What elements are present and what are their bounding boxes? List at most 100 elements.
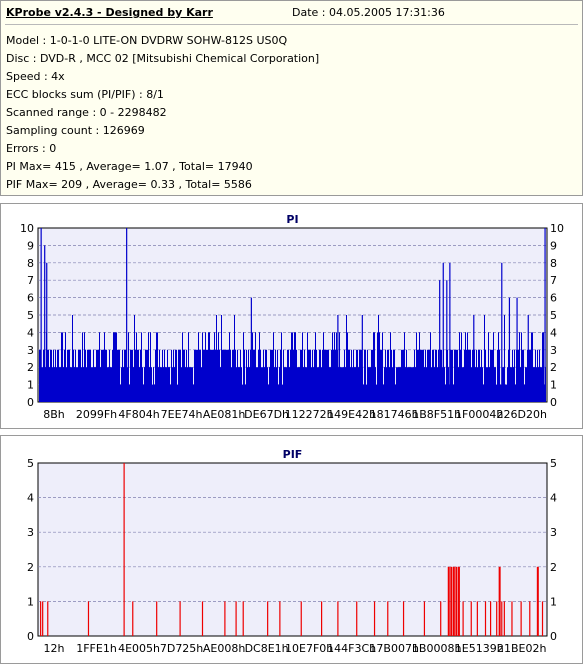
- pi-bar: [238, 367, 239, 402]
- pi-bar: [138, 349, 139, 402]
- pi-bar: [504, 315, 505, 402]
- pif-bar: [337, 601, 339, 636]
- pi-bar: [225, 349, 226, 402]
- pi-bar: [368, 367, 369, 402]
- pi-bar: [288, 349, 289, 402]
- pi-bar: [460, 349, 461, 402]
- pi-bar: [336, 332, 337, 402]
- pi-bar: [321, 367, 322, 402]
- pi-bar: [377, 332, 378, 402]
- pi-bar: [520, 367, 521, 402]
- pi-bar: [172, 367, 173, 402]
- pi-bar: [273, 332, 274, 402]
- pi-bar: [328, 349, 329, 402]
- pi-bar: [184, 349, 185, 402]
- pi-bar: [447, 349, 448, 402]
- pif-bar: [457, 566, 460, 636]
- y-tick-label-right: 3: [550, 526, 557, 539]
- pi-bar: [221, 315, 222, 402]
- header-divider: [5, 24, 578, 25]
- pi-bar: [521, 332, 522, 402]
- pi-bar: [150, 332, 151, 402]
- x-tick-label: 1B0008h: [412, 642, 462, 655]
- pi-bar: [261, 367, 262, 402]
- pi-bar: [352, 367, 353, 402]
- pi-bar: [107, 367, 108, 402]
- pi-bar: [424, 367, 425, 402]
- pi-bar: [451, 349, 452, 402]
- pi-bar: [250, 349, 251, 402]
- pi-bar: [235, 349, 236, 402]
- pi-bar: [76, 367, 77, 402]
- pi-bar: [165, 367, 166, 402]
- pi-bar: [75, 349, 76, 402]
- pi-bar: [167, 349, 168, 402]
- pi-bar: [278, 384, 279, 402]
- pi-bar: [297, 367, 298, 402]
- pi-bar: [140, 349, 141, 402]
- pif-series: [40, 463, 544, 636]
- y-tick-label-right: 2: [550, 561, 557, 574]
- pi-bar: [511, 367, 512, 402]
- pi-bar: [502, 367, 503, 402]
- pi-bar: [236, 367, 237, 402]
- pi-bar: [136, 332, 137, 402]
- pi-bar: [228, 349, 229, 402]
- pi-spike-bar: [40, 228, 42, 402]
- pi-bar: [307, 332, 308, 402]
- pi-bar: [227, 349, 228, 402]
- pi-bar: [286, 367, 287, 402]
- pi-bar: [120, 384, 121, 402]
- pi-bar: [458, 367, 459, 402]
- pi-bar: [363, 384, 364, 402]
- pi-bar: [343, 367, 344, 402]
- pi-bar: [124, 349, 125, 402]
- pi-spike-bar: [527, 315, 529, 402]
- pi-bar: [345, 367, 346, 402]
- pi-bar: [513, 367, 514, 402]
- pi-bar: [70, 367, 71, 402]
- pi-bar: [40, 349, 41, 402]
- pi-bar: [269, 367, 270, 402]
- pi-bar: [347, 332, 348, 402]
- pi-bar: [277, 349, 278, 402]
- pi-bar: [290, 349, 291, 402]
- chart-title: PI: [286, 213, 298, 226]
- y-tick-label-left: 6: [27, 292, 34, 305]
- x-tick-label: 144F3Ch: [327, 642, 376, 655]
- pi-bar: [272, 349, 273, 402]
- pi-bar: [103, 349, 104, 402]
- pi-bar: [373, 332, 374, 402]
- pi-bar: [534, 367, 535, 402]
- pi-bar: [396, 367, 397, 402]
- pi-bar: [399, 367, 400, 402]
- pi-bar: [181, 367, 182, 402]
- pi-bar: [339, 332, 340, 402]
- pi-bar: [51, 349, 52, 402]
- pi-bar: [522, 349, 523, 402]
- pi-bar: [99, 332, 100, 402]
- pi-bar: [68, 349, 69, 402]
- pi-bar: [271, 349, 272, 402]
- pi-bar: [109, 349, 110, 402]
- pi-spike-bar: [337, 315, 339, 402]
- pi-bar: [475, 367, 476, 402]
- pi-bar: [353, 349, 354, 402]
- pi-bar: [220, 367, 221, 402]
- pi-bar: [525, 367, 526, 402]
- pif-bar: [300, 601, 302, 636]
- pi-bar: [175, 349, 176, 402]
- pi-bar: [110, 367, 111, 402]
- pi-bar: [73, 349, 74, 402]
- pi-bar: [376, 384, 377, 402]
- y-tick-label-left: 4: [27, 492, 34, 505]
- pi-bar: [237, 349, 238, 402]
- pi-bar: [306, 367, 307, 402]
- pi-bar: [326, 349, 327, 402]
- pi-bar: [203, 349, 204, 402]
- pi-bar: [93, 349, 94, 402]
- pi-bar: [188, 332, 189, 402]
- y-tick-label-left: 1: [27, 595, 34, 608]
- pi-bar: [79, 349, 80, 402]
- pi-spike-bar: [446, 280, 448, 402]
